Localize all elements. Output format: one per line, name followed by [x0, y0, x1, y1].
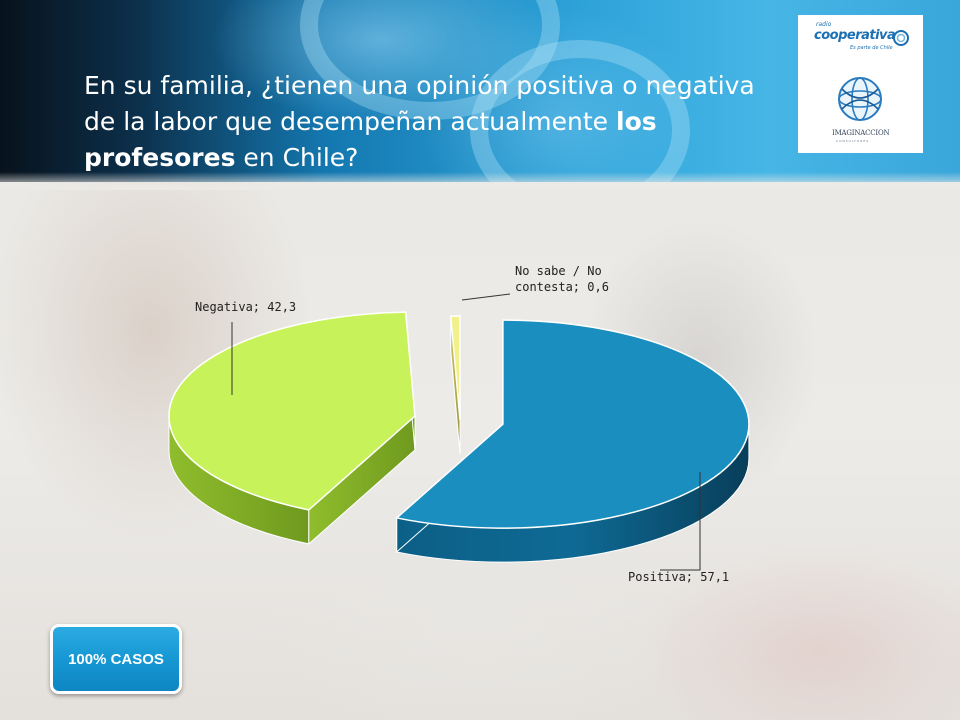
slice-no-sabe-label: No sabe / No contesta; 0,6 [515, 264, 609, 294]
sample-size-label: 100% CASOS [68, 650, 164, 668]
slice-positiva [395, 319, 750, 563]
imaginaccion-globe-icon [838, 77, 882, 121]
imaginaccion-logo: IMAGINACCION [832, 129, 890, 137]
slice-no-sabe-leader-line [461, 293, 511, 301]
slice-no-sabe-top [449, 315, 461, 421]
cooperativa-logo: cooperativa [814, 28, 896, 43]
title-text: En su familia, ¿tienen una opinión posit… [84, 71, 755, 136]
slice-negativa [168, 311, 416, 545]
leader-lines [231, 293, 701, 571]
title-text-end: en Chile? [235, 143, 359, 172]
logos-panel: radio cooperativa Es parte de Chile IMAG… [798, 15, 923, 153]
imaginaccion-subtitle: CONSULTORES [836, 139, 870, 143]
pie-slices [168, 311, 750, 563]
header-fade [0, 172, 960, 190]
slice-positiva-label: Positiva; 57,1 [628, 570, 729, 584]
slice-negativa-label: Negativa; 42,3 [195, 300, 296, 314]
cooperativa-tagline: Es parte de Chile [850, 45, 893, 51]
slice-negativa-top [168, 311, 416, 511]
cooperativa-swirl-icon [893, 30, 909, 46]
slice-positiva-top [395, 319, 750, 529]
data-labels: Positiva; 57,1 Negativa; 42,3 No sabe / No… [195, 264, 729, 584]
sample-size-badge: 100% CASOS [50, 624, 182, 694]
title-bold-text: los profesores [84, 107, 657, 172]
cooperativa-logo-radio: radio [816, 21, 832, 28]
slice-no-sabe-label-line: No sabe / No [515, 264, 602, 278]
page-title: En su familia, ¿tienen una opinión posit… [84, 68, 764, 176]
slice-no-sabe-label-line: contesta; 0,6 [515, 280, 609, 294]
slice-positiva-leader-line [660, 472, 701, 571]
slice-no-sabe [449, 315, 461, 455]
